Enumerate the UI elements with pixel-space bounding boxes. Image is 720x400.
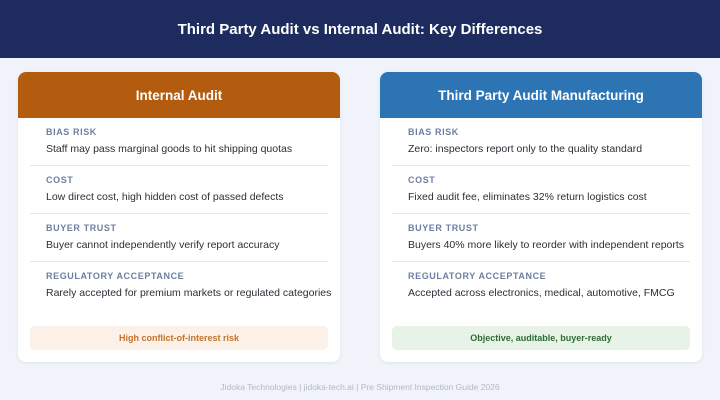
row-label: BUYER TRUST	[46, 223, 117, 233]
comparison-row-bias-risk: BIAS RISK Zero: inspectors report only t…	[392, 118, 690, 166]
internal-audit-card: Internal Audit BIAS RISK Staff may pass …	[18, 72, 340, 362]
comparison-row-buyer-trust: BUYER TRUST Buyer cannot independently v…	[30, 214, 328, 262]
row-label: BIAS RISK	[408, 127, 459, 137]
third-party-audit-badge: Objective, auditable, buyer-ready	[392, 326, 690, 350]
comparison-row-regulatory-acceptance: REGULATORY ACCEPTANCE Accepted across el…	[392, 262, 690, 310]
third-party-audit-card: Third Party Audit Manufacturing BIAS RIS…	[380, 72, 702, 362]
row-value: Low direct cost, high hidden cost of pas…	[46, 191, 284, 203]
internal-audit-rows: BIAS RISK Staff may pass marginal goods …	[18, 118, 340, 310]
row-label: REGULATORY ACCEPTANCE	[46, 271, 185, 281]
row-value: Rarely accepted for premium markets or r…	[46, 287, 332, 299]
row-label: BUYER TRUST	[408, 223, 479, 233]
row-value: Staff may pass marginal goods to hit shi…	[46, 143, 293, 155]
row-value: Fixed audit fee, eliminates 32% return l…	[408, 191, 647, 203]
row-label: COST	[46, 175, 74, 185]
row-value: Buyer cannot independently verify report…	[46, 239, 280, 251]
row-label: BIAS RISK	[46, 127, 97, 137]
footer-text: Jidoka Technologies | jidoka-tech.ai | P…	[220, 382, 500, 392]
row-value: Accepted across electronics, medical, au…	[408, 287, 675, 299]
page-header: Third Party Audit vs Internal Audit: Key…	[0, 0, 720, 58]
internal-audit-badge: High conflict-of-interest risk	[30, 326, 328, 350]
row-value: Zero: inspectors report only to the qual…	[408, 143, 643, 155]
internal-audit-card-title: Internal Audit	[18, 72, 340, 118]
row-value: Buyers 40% more likely to reorder with i…	[408, 239, 685, 251]
comparison-row-bias-risk: BIAS RISK Staff may pass marginal goods …	[30, 118, 328, 166]
comparison-row-regulatory-acceptance: REGULATORY ACCEPTANCE Rarely accepted fo…	[30, 262, 332, 310]
row-label: COST	[408, 175, 436, 185]
comparison-row-cost: COST Low direct cost, high hidden cost o…	[30, 166, 328, 214]
third-party-audit-card-title: Third Party Audit Manufacturing	[380, 72, 702, 118]
comparison-row-cost: COST Fixed audit fee, eliminates 32% ret…	[392, 166, 690, 214]
row-label: REGULATORY ACCEPTANCE	[408, 271, 547, 281]
third-party-audit-rows: BIAS RISK Zero: inspectors report only t…	[380, 118, 702, 310]
page-title: Third Party Audit vs Internal Audit: Key…	[177, 20, 543, 38]
comparison-row-buyer-trust: BUYER TRUST Buyers 40% more likely to re…	[392, 214, 690, 262]
